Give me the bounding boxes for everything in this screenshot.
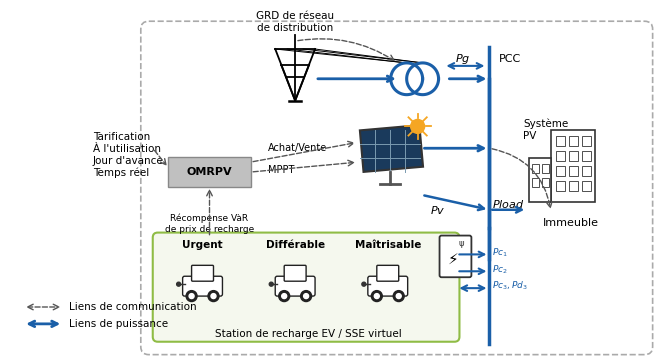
FancyBboxPatch shape xyxy=(168,157,251,187)
FancyBboxPatch shape xyxy=(152,233,459,342)
Circle shape xyxy=(279,291,290,301)
Bar xyxy=(532,164,539,173)
FancyBboxPatch shape xyxy=(284,265,306,281)
Text: Système
PV: Système PV xyxy=(523,118,568,141)
Bar xyxy=(569,166,578,176)
Text: ψ: ψ xyxy=(459,239,464,248)
Bar xyxy=(569,151,578,161)
Text: $Pc_1$: $Pc_1$ xyxy=(492,246,508,259)
Text: $Pc_3, Pd_3$: $Pc_3, Pd_3$ xyxy=(492,280,528,292)
Text: ⚡: ⚡ xyxy=(448,252,459,267)
FancyBboxPatch shape xyxy=(183,276,222,296)
Bar xyxy=(542,178,549,187)
Circle shape xyxy=(282,294,286,299)
Bar xyxy=(582,136,591,146)
FancyBboxPatch shape xyxy=(440,236,471,277)
Circle shape xyxy=(177,282,181,286)
Bar xyxy=(582,151,591,161)
Text: $Pc_2$: $Pc_2$ xyxy=(492,263,508,276)
Text: Récompense VàR
de prix de recharge: Récompense VàR de prix de recharge xyxy=(165,214,254,233)
Text: PCC: PCC xyxy=(499,54,521,64)
Text: Liens de communication: Liens de communication xyxy=(69,302,197,312)
Text: $Pg$: $Pg$ xyxy=(455,52,470,66)
FancyBboxPatch shape xyxy=(377,265,399,281)
Circle shape xyxy=(189,294,194,299)
Text: Tarification
À l'utilisation
Jour d'avance
Temps réel: Tarification À l'utilisation Jour d'avan… xyxy=(93,132,164,178)
FancyBboxPatch shape xyxy=(368,276,408,296)
Bar xyxy=(532,178,539,187)
Circle shape xyxy=(372,291,382,301)
Text: Urgent: Urgent xyxy=(182,241,223,251)
Bar xyxy=(529,158,551,202)
Circle shape xyxy=(304,294,309,299)
Text: Maîtrisable: Maîtrisable xyxy=(354,241,421,251)
Circle shape xyxy=(186,291,197,301)
Circle shape xyxy=(211,294,216,299)
Text: Liens de puissance: Liens de puissance xyxy=(69,319,168,329)
Circle shape xyxy=(396,294,401,299)
Circle shape xyxy=(393,291,404,301)
Bar xyxy=(556,151,565,161)
Bar xyxy=(542,164,549,173)
Bar xyxy=(582,181,591,191)
Text: Achat/Vente: Achat/Vente xyxy=(268,143,327,153)
Text: GRD de réseau
de distribution: GRD de réseau de distribution xyxy=(256,11,334,33)
Bar xyxy=(551,130,595,202)
Text: MPPT: MPPT xyxy=(268,165,294,175)
Bar xyxy=(569,136,578,146)
Text: $Pload$: $Pload$ xyxy=(492,198,525,210)
Bar xyxy=(569,181,578,191)
Bar xyxy=(556,181,565,191)
Circle shape xyxy=(300,291,312,301)
Bar xyxy=(556,166,565,176)
Bar xyxy=(556,136,565,146)
Circle shape xyxy=(208,291,219,301)
Text: $Pv$: $Pv$ xyxy=(430,204,445,216)
Text: Immeuble: Immeuble xyxy=(543,218,599,228)
Text: Station de recharge EV / SSE virtuel: Station de recharge EV / SSE virtuel xyxy=(214,329,401,339)
Circle shape xyxy=(374,294,380,299)
Circle shape xyxy=(411,120,424,134)
Bar xyxy=(360,125,423,172)
Circle shape xyxy=(362,282,366,286)
FancyBboxPatch shape xyxy=(191,265,213,281)
Circle shape xyxy=(269,282,273,286)
Text: Différable: Différable xyxy=(265,241,325,251)
Text: OMRPV: OMRPV xyxy=(187,167,232,177)
Bar xyxy=(582,166,591,176)
FancyBboxPatch shape xyxy=(275,276,315,296)
